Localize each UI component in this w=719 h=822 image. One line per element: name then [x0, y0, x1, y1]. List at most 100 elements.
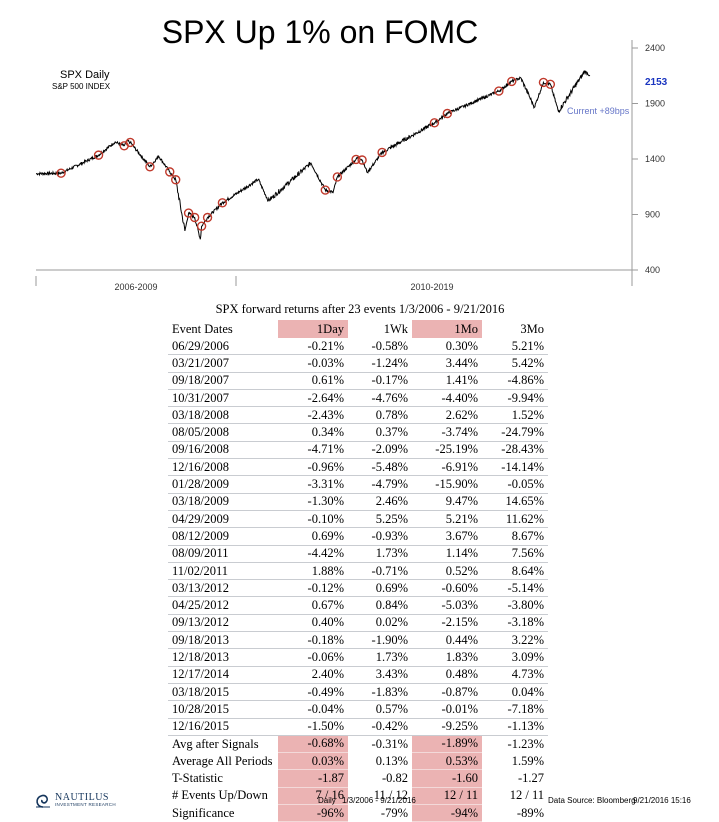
return-cell: -1.27: [517, 771, 544, 786]
event-marker: [171, 175, 181, 185]
summary-label: Average All Periods: [172, 753, 273, 768]
table-row: 12/18/2013 -0.06% 1.73% 1.83% 3.09%: [168, 648, 548, 667]
return-cell: 3.67%: [412, 527, 482, 546]
event-date-cell: 03/18/2008: [168, 406, 278, 425]
return-cell: -0.03%: [278, 354, 348, 373]
event-date-cell: 08/09/2011: [168, 545, 278, 563]
return-cell: 2.40%: [278, 666, 348, 684]
nautilus-logo: NAUTILUS INVESTMENT RESEARCH: [33, 790, 153, 810]
event-marker: [357, 155, 367, 165]
return-cell: -0.04%: [278, 700, 348, 719]
return-cell: 0.57%: [348, 700, 412, 719]
y-tick-label: 1400: [645, 154, 665, 164]
table-header-row: Event Dates 1Day 1Wk 1Mo 3Mo: [168, 320, 548, 338]
return-cell: -1.90%: [348, 631, 412, 650]
header-event-dates: Event Dates: [172, 321, 233, 336]
return-cell: -4.40%: [412, 389, 482, 408]
table-row: 12/16/2015 -1.50% -0.42% -9.25% -1.13%: [168, 718, 548, 736]
return-cell: -0.58%: [348, 338, 412, 356]
return-cell: 0.84%: [348, 596, 412, 615]
x-period-label: 2006-2009: [114, 282, 157, 292]
header-1mo: 1Mo: [412, 320, 482, 338]
summary-row: Avg after Signals -0.68% -0.31% -1.89% -1.23…: [168, 734, 548, 754]
return-cell: -0.21%: [278, 338, 348, 356]
return-cell: 11 / 12: [373, 788, 408, 803]
y-tick-label: 2400: [645, 43, 665, 53]
return-cell: 5.21%: [482, 338, 548, 356]
table-row: 08/09/2011 -4.42% 1.73% 1.14% 7.56%: [168, 545, 548, 563]
y-tick-label: 900: [645, 210, 660, 220]
event-marker: [145, 162, 155, 172]
return-cell: -1.50%: [278, 718, 348, 736]
event-marker: [165, 167, 175, 177]
return-cell: -96%: [278, 804, 348, 822]
return-cell: 0.30%: [412, 338, 482, 356]
return-cell: -0.31%: [348, 734, 412, 753]
summary-row: # Events Up/Down 7 / 16 11 / 12 12 / 11 12 /…: [168, 787, 548, 806]
event-marker: [545, 79, 556, 89]
return-cell: -79%: [380, 805, 408, 820]
return-cell: -5.48%: [348, 458, 412, 477]
event-date-cell: 11/02/2011: [168, 562, 278, 581]
event-date-cell: 12/16/2008: [168, 458, 278, 477]
event-date-cell: 03/18/2015: [168, 683, 278, 702]
page-title: SPX Up 1% on FOMC: [161, 14, 479, 50]
header-1wk: 1Wk: [383, 321, 408, 336]
return-cell: -2.09%: [348, 441, 412, 460]
event-markers: [56, 76, 556, 231]
event-marker: [442, 108, 453, 119]
event-marker: [202, 212, 213, 223]
return-cell: -2.64%: [278, 389, 348, 408]
event-marker: [125, 137, 135, 148]
return-cell: 2.46%: [348, 493, 412, 511]
header-1day: 1Day: [278, 320, 348, 338]
table-body: 06/29/2006 -0.21% -0.58% 0.30% 5.21% 03/21/20…: [168, 338, 548, 822]
return-cell: -0.82: [381, 771, 408, 786]
return-cell: -0.10%: [278, 510, 348, 529]
return-cell: -0.93%: [348, 527, 412, 546]
table-row: 09/13/2012 0.40% 0.02% -2.15% -3.18%: [168, 614, 548, 633]
return-cell: -3.31%: [278, 475, 348, 494]
return-cell: -4.76%: [348, 389, 412, 408]
return-cell: -0.96%: [278, 458, 348, 477]
return-cell: 3.09%: [482, 648, 548, 667]
summary-row: Significance -96% -79% -94% -89%: [168, 804, 548, 822]
return-cell: 8.64%: [482, 562, 548, 581]
return-cell: 0.44%: [412, 631, 482, 650]
return-cell: 1.14%: [412, 545, 482, 563]
event-marker: [507, 76, 517, 87]
return-cell: -0.01%: [412, 700, 482, 719]
return-cell: 2.62%: [412, 406, 482, 425]
event-date-cell: 04/25/2012: [168, 596, 278, 615]
return-cell: -9.25%: [412, 718, 482, 736]
footer-source: Data Source: Bloomberg: [548, 796, 636, 805]
summary-row: T-Statistic -1.87 -0.82 -1.60 -1.27: [168, 769, 548, 788]
event-marker: [332, 172, 343, 182]
return-cell: -7.18%: [482, 700, 548, 719]
table-row: 06/29/2006 -0.21% -0.58% 0.30% 5.21%: [168, 338, 548, 356]
return-cell: 1.73%: [348, 648, 412, 667]
table-row: 03/18/2008 -2.43% 0.78% 2.62% 1.52%: [168, 406, 548, 425]
return-cell: 0.67%: [278, 596, 348, 615]
return-cell: -2.15%: [412, 614, 482, 633]
event-date-cell: 04/29/2009: [168, 510, 278, 529]
return-cell: 1.52%: [482, 406, 548, 425]
table-row: 03/18/2015 -0.49% -1.83% -0.87% 0.04%: [168, 683, 548, 702]
return-cell: 7.56%: [482, 545, 548, 563]
event-marker: [183, 208, 194, 218]
return-cell: -0.71%: [348, 562, 412, 581]
table-row: 04/29/2009 -0.10% 5.25% 5.21% 11.62%: [168, 510, 548, 529]
return-cell: 0.37%: [348, 423, 412, 442]
return-cell: -0.12%: [278, 579, 348, 598]
table-row: 03/21/2007 -0.03% -1.24% 3.44% 5.42%: [168, 354, 548, 373]
return-cell: -0.18%: [278, 631, 348, 650]
return-cell: 0.52%: [412, 562, 482, 581]
footer-timestamp: 9/21/2016 15:16: [633, 796, 691, 805]
return-cell: -1.23%: [482, 734, 548, 753]
return-cell: -1.60: [412, 769, 482, 788]
return-cell: 1.41%: [412, 372, 482, 390]
event-date-cell: 01/28/2009: [168, 475, 278, 494]
return-cell: 7 / 16: [278, 787, 348, 806]
event-date-cell: 12/18/2013: [168, 648, 278, 667]
return-cell: -1.13%: [482, 718, 548, 736]
